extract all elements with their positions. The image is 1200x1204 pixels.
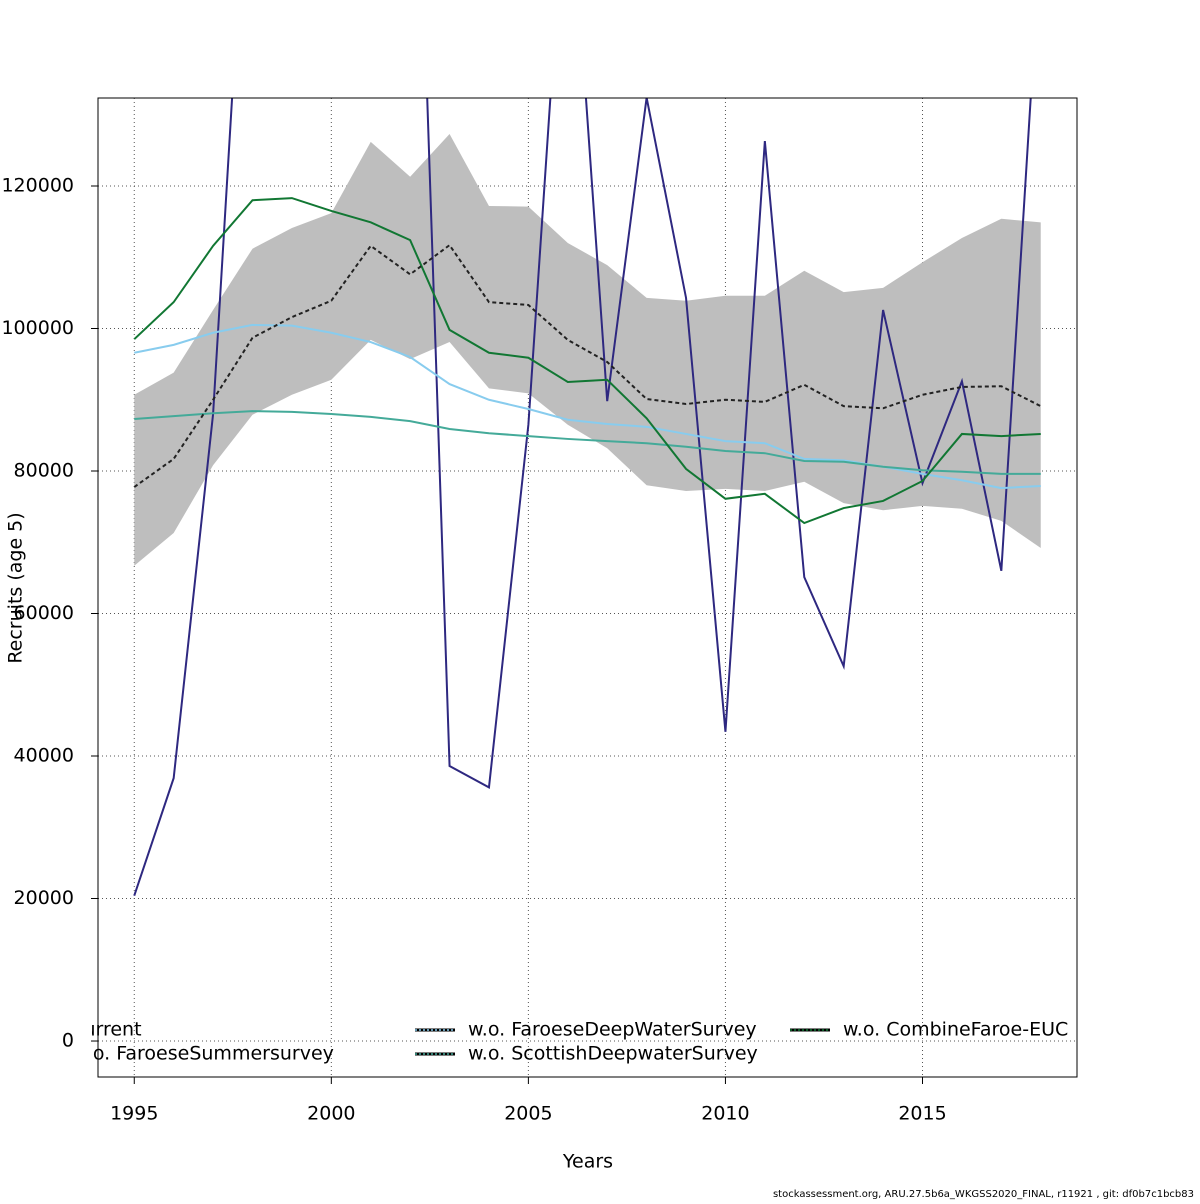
- y-tick-label: 40000: [14, 745, 74, 767]
- legend-label: w.o. FaroeseDeepWaterSurvey: [468, 1019, 757, 1041]
- plot-frame: [97, 97, 1078, 1078]
- legend-label: w.o. CombineFaroe-EUC: [843, 1019, 1068, 1041]
- x-tick-label: 2000: [307, 1103, 355, 1125]
- legend-label: w.o. FaroeseSummersurvey: [73, 1043, 334, 1065]
- y-tick-label: 60000: [14, 602, 74, 624]
- y-axis-label: Recruits (age 5): [5, 512, 27, 663]
- series-line: [133, 197, 1041, 525]
- y-tick-label: 0: [62, 1030, 74, 1052]
- y-tick-label: 80000: [14, 460, 74, 482]
- series-line: [134, 410, 1041, 475]
- x-axis-label: Years: [562, 1151, 613, 1173]
- series-line: [133, 243, 1042, 488]
- y-tick-label: 120000: [1, 174, 74, 196]
- x-tick-label: 2015: [898, 1103, 946, 1125]
- series-line: [133, 98, 1032, 896]
- y-tick-label: 20000: [14, 887, 74, 909]
- x-tick-label: 2005: [504, 1103, 552, 1125]
- legend-label: current: [73, 1019, 142, 1041]
- x-tick-label: 1995: [110, 1103, 158, 1125]
- x-tick-label: 2010: [701, 1103, 749, 1125]
- confidence-band: [134, 133, 1041, 566]
- legend-label: w.o. ScottishDeepwaterSurvey: [468, 1043, 758, 1065]
- y-tick-label: 100000: [1, 317, 74, 339]
- footer: stockassessment.org, ARU.27.5b6a_WKGSS20…: [773, 1189, 1194, 1200]
